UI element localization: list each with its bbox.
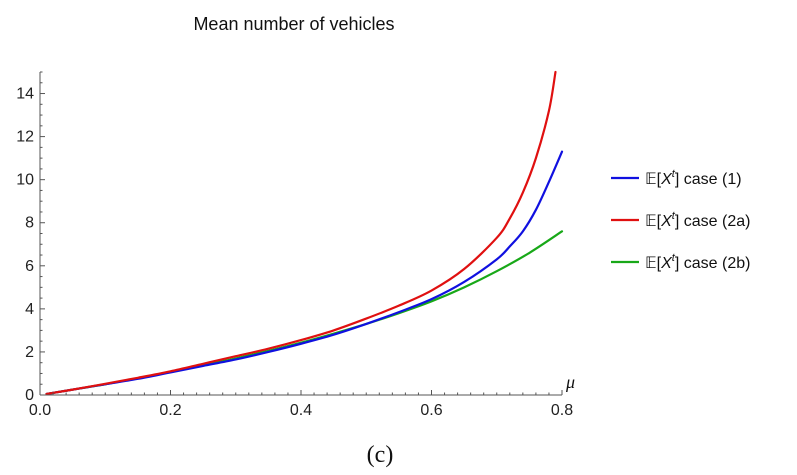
x-tick-label: 0.6	[420, 402, 442, 419]
series-line-case-1	[45, 150, 564, 396]
y-tick-label: 10	[16, 172, 34, 189]
y-tick-label: 4	[25, 301, 34, 318]
x-tick-label: 0.2	[159, 402, 181, 419]
legend: 𝔼[Xt] case (1) 𝔼[Xt] case (2a) 𝔼[Xt] case …	[611, 168, 750, 272]
legend-entry-label: 𝔼[Xt] case (2b)	[645, 252, 750, 272]
series-line-case-2b	[45, 230, 564, 396]
y-tick-label: 0	[25, 387, 34, 404]
y-tick-label: 14	[16, 86, 34, 103]
chart-title: Mean number of vehicles	[193, 14, 394, 34]
x-tick-label: 0.4	[290, 402, 312, 419]
figure-caption: (c)	[367, 442, 394, 468]
x-tick-label: 0.8	[551, 402, 573, 419]
legend-entry-label: 𝔼[Xt] case (2a)	[645, 210, 750, 230]
plot-area	[45, 70, 564, 396]
y-tick-label: 8	[25, 215, 34, 232]
series-line-case-2a	[45, 70, 557, 396]
legend-entry-label: 𝔼[Xt] case (1)	[645, 168, 742, 188]
axes: 0 2 4 6 8 10 12 14 0.0 0.2 0.4 0.6 0.8	[16, 71, 573, 419]
y-tick-label: 2	[25, 344, 34, 361]
y-tick-label: 12	[16, 129, 34, 146]
y-tick-label: 6	[25, 258, 34, 275]
x-tick-label: 0.0	[29, 402, 51, 419]
x-axis-label: μ	[565, 372, 575, 392]
